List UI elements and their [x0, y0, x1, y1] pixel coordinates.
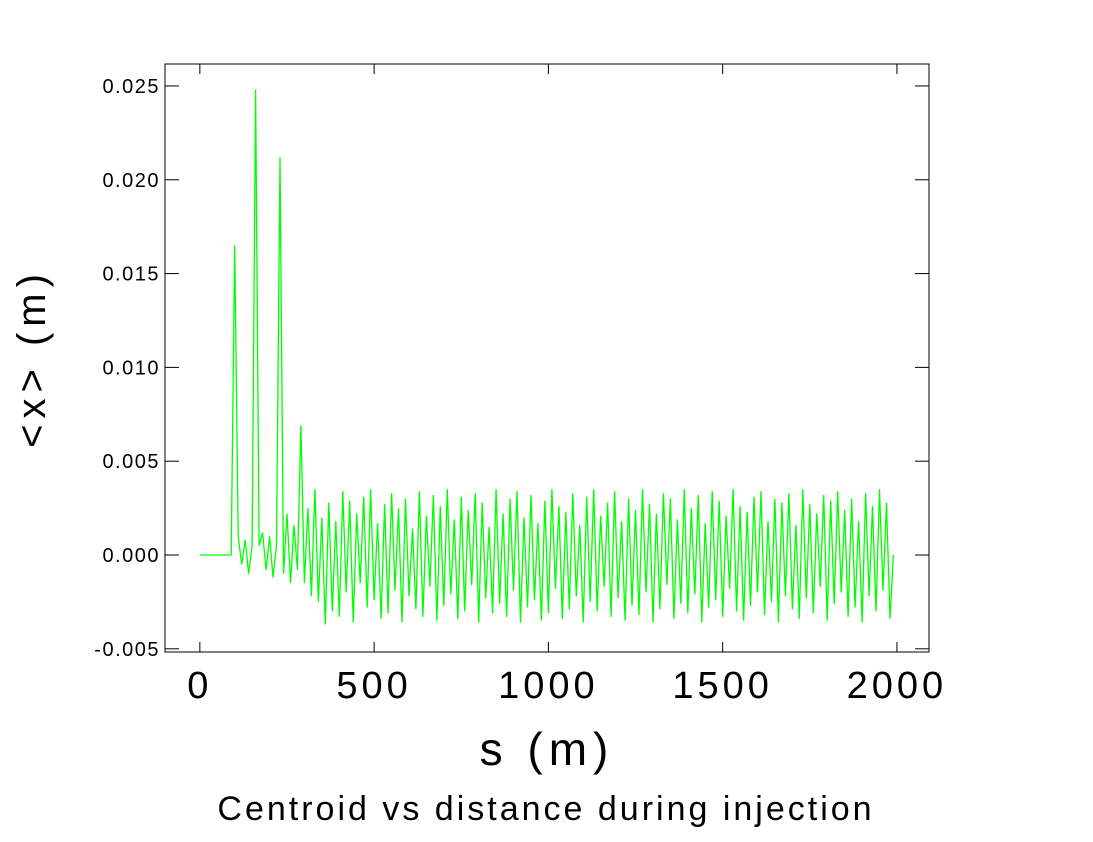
x-tick-label: 500: [336, 665, 411, 707]
y-tick-label: -0.005: [94, 639, 160, 661]
y-tick-label: 0.000: [102, 545, 160, 567]
y-tick-label: 0.025: [102, 76, 160, 98]
chart-title: Centroid vs distance during injection: [217, 790, 874, 828]
y-axis-label: <x> (m): [10, 268, 54, 448]
x-tick-label: 1500: [672, 665, 773, 707]
y-tick-labels: -0.005 0.000 0.005 0.010 0.015 0.020 0.025: [94, 76, 160, 661]
plot-frame: [164, 63, 930, 653]
y-tick-label: 0.020: [102, 170, 160, 192]
y-tick-label: 0.005: [102, 451, 160, 473]
x-tick-label: 1000: [498, 665, 599, 707]
axis-ticks: [165, 64, 929, 652]
y-tick-label: 0.015: [102, 264, 160, 286]
series-line-centroid: [199, 89, 895, 625]
y-tick-label: 0.010: [102, 357, 160, 379]
x-tick-label: 2000: [847, 665, 948, 707]
series-line-group: [199, 89, 895, 625]
x-axis-label: s (m): [480, 723, 615, 775]
x-tick-labels: 0 500 1000 1500 2000: [187, 665, 948, 707]
x-tick-label: 0: [187, 665, 212, 707]
